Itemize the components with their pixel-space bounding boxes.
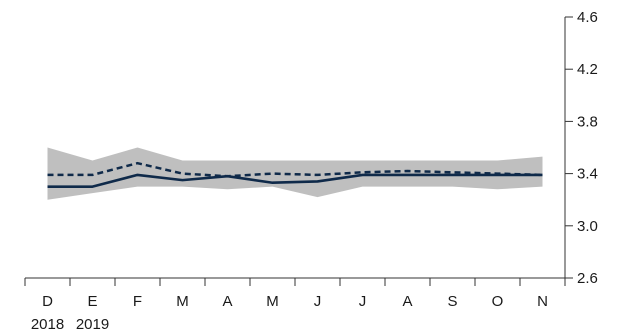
y-tick-label: 2.6	[577, 270, 598, 287]
x-tick-label: A	[402, 293, 412, 310]
axes-group	[24, 16, 573, 286]
y-tick-label: 3.8	[577, 113, 598, 130]
y-tick-label: 3.4	[577, 166, 598, 183]
dashed-series-line	[47, 161, 543, 178]
tick-labels-group: D E F M A M J J A S O N 2018 2019 2.6 3.0 3.4 3.8 4.2 4.6	[31, 9, 598, 333]
x-tick-label: O	[492, 293, 504, 310]
year-label: 2019	[76, 316, 109, 333]
x-tick-label: J	[314, 293, 322, 310]
solid-series-line	[47, 173, 543, 188]
x-tick-label: A	[222, 293, 232, 310]
y-tick-label: 4.6	[577, 9, 598, 26]
x-tick-label: D	[42, 293, 53, 310]
x-tick-label: E	[87, 293, 97, 310]
x-tick-label: J	[359, 293, 367, 310]
x-tick-label: M	[266, 293, 279, 310]
x-tick-label: N	[537, 293, 548, 310]
series-lines-group	[47, 161, 543, 188]
y-tick-label: 4.2	[577, 61, 598, 78]
x-tick-label: S	[447, 293, 457, 310]
x-tick-label: M	[176, 293, 189, 310]
x-tick-label: F	[133, 293, 142, 310]
y-tick-label: 3.0	[577, 218, 598, 235]
year-label: 2018	[31, 316, 64, 333]
